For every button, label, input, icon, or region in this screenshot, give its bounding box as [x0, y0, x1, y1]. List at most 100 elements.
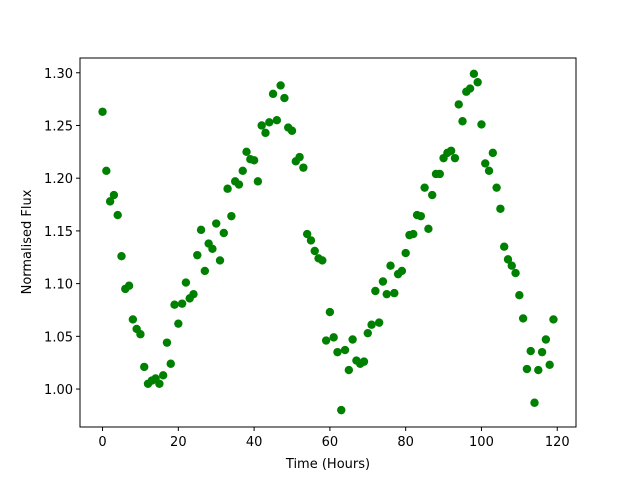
scatter-point [435, 169, 444, 179]
scatter-point [371, 286, 380, 296]
scatter-point [340, 345, 350, 355]
scatter-point [253, 177, 263, 186]
scatter-point [492, 183, 501, 192]
scatter-point [272, 116, 282, 125]
scatter-point [158, 371, 168, 380]
x-tick-label: 0 [98, 435, 106, 450]
scatter-point [98, 107, 107, 116]
scatter-point [397, 266, 407, 276]
y-tick-label: 1.30 [44, 67, 73, 82]
scatter-point [140, 362, 149, 372]
scatter-point [469, 69, 479, 79]
scatter-point [208, 244, 217, 254]
scatter-point [105, 197, 115, 206]
scatter-point [299, 163, 308, 172]
scatter-point [446, 146, 456, 155]
scatter-point [200, 266, 210, 276]
scatter-point [265, 118, 274, 127]
scatter-point [124, 281, 134, 290]
scatter-point [454, 100, 463, 109]
scatter-point [511, 268, 520, 278]
y-tick-label: 1.15 [44, 225, 73, 240]
scatter-point [337, 405, 346, 415]
scatter-point [302, 229, 312, 239]
x-tick-label: 40 [246, 435, 263, 450]
scatter-point [382, 289, 391, 299]
scatter-point [238, 166, 247, 176]
x-tick-label: 80 [397, 435, 414, 450]
scatter-point [348, 335, 357, 344]
scatter-point [420, 183, 429, 192]
scatter-point [287, 126, 297, 135]
scatter-point [496, 204, 505, 213]
scatter-point [234, 180, 244, 189]
scatter-point [359, 357, 369, 366]
scatter-point [541, 335, 551, 344]
scatter-point [549, 315, 558, 324]
scatter-point [174, 319, 183, 328]
scatter-point [219, 228, 228, 238]
scatter-point [261, 128, 270, 138]
scatter-point [227, 211, 236, 221]
scatter-point [212, 219, 221, 228]
y-tick-label: 1.20 [44, 172, 73, 187]
scatter-point [223, 184, 232, 193]
scatter-point [503, 255, 513, 264]
scatter-point [295, 152, 304, 162]
x-tick-label: 20 [170, 435, 187, 450]
scatter-point [378, 277, 388, 286]
y-tick-label: 1.05 [44, 330, 73, 345]
scatter-point [344, 365, 354, 375]
scatter-point [424, 224, 433, 233]
scatter-point [257, 121, 266, 130]
scatter-point [518, 314, 528, 323]
scatter-point [401, 248, 410, 258]
scatter-point [499, 242, 509, 251]
scatter-point [363, 328, 372, 338]
x-tick-label: 100 [469, 435, 494, 450]
scatter-point [128, 315, 138, 324]
scatter-point [155, 379, 164, 388]
scatter-point [488, 148, 498, 158]
plot-frame [79, 57, 577, 428]
scatter-point [458, 117, 467, 126]
scatter-point [481, 159, 490, 168]
scatter-point [166, 359, 175, 368]
scatter-point [526, 346, 535, 356]
scatter-point [428, 190, 437, 200]
scatter-point [181, 278, 191, 287]
scatter-point [390, 288, 399, 298]
scatter-point [117, 252, 126, 261]
scatter-point [515, 291, 524, 300]
scatter-point [189, 289, 198, 299]
scatter-point [409, 229, 418, 239]
y-tick-label: 1.10 [44, 278, 73, 293]
scatter-point [537, 347, 547, 357]
scatter-point [193, 250, 202, 260]
scatter-point [522, 364, 532, 374]
scatter-point [473, 78, 482, 87]
scatter-point [465, 84, 475, 93]
scatter-point [215, 256, 225, 265]
scatter-point [416, 211, 426, 221]
scatter-point [507, 261, 516, 270]
scatter-point [374, 318, 384, 327]
scatter-point [136, 330, 145, 339]
scatter-point [318, 256, 327, 265]
scatter-point [477, 120, 486, 129]
scatter-point [534, 365, 543, 375]
y-tick-label: 1.00 [44, 383, 73, 398]
scatter-point [280, 93, 289, 103]
scatter-point [333, 347, 342, 357]
scatter-point [109, 190, 119, 200]
scatter-point [113, 210, 122, 220]
scatter-point [545, 360, 554, 369]
scatter-point [170, 300, 179, 309]
scatter-point [310, 246, 319, 256]
scatter-point [450, 153, 460, 163]
scatter-point [484, 166, 494, 176]
y-tick-label: 1.25 [44, 119, 73, 134]
scatter-point [177, 299, 187, 308]
